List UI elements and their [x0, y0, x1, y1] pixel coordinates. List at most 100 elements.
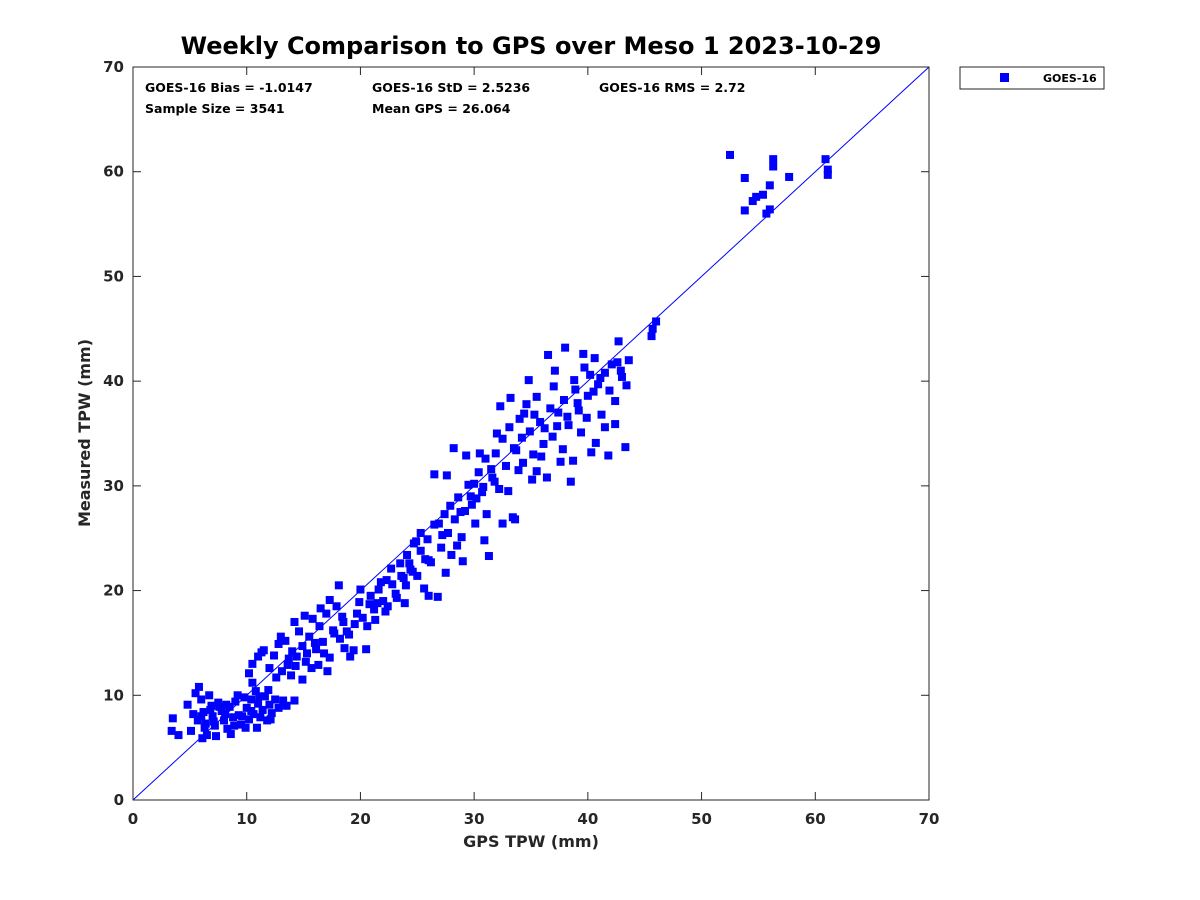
data-point: [383, 602, 392, 611]
data-point: [231, 697, 240, 706]
data-point: [519, 458, 528, 467]
data-point: [488, 473, 497, 482]
data-point: [765, 181, 774, 190]
data-point: [298, 675, 307, 684]
data-point: [312, 645, 321, 654]
data-point: [281, 636, 290, 645]
data-point: [564, 421, 573, 430]
data-point: [492, 429, 501, 438]
data-point: [769, 162, 778, 171]
data-point: [340, 644, 349, 653]
data-point: [447, 550, 456, 559]
legend-label-goes-16: GOES-16: [1043, 72, 1097, 85]
data-point: [823, 170, 832, 179]
y-tick-label: 20: [103, 582, 124, 600]
data-point: [821, 155, 830, 164]
data-point: [201, 719, 210, 728]
data-point: [248, 659, 257, 668]
data-point: [495, 484, 504, 493]
data-point: [197, 712, 206, 721]
data-point: [464, 480, 473, 489]
data-point: [247, 706, 256, 715]
data-point: [330, 629, 339, 638]
x-tick-label: 10: [236, 810, 257, 828]
y-tick-label: 50: [103, 267, 124, 285]
data-point: [484, 552, 493, 561]
data-point: [381, 607, 390, 616]
data-point: [205, 691, 214, 700]
data-point: [611, 397, 620, 406]
data-point: [528, 475, 537, 484]
data-point: [226, 730, 235, 739]
data-point: [614, 337, 623, 346]
stat-sample-size: Sample Size = 3541: [145, 101, 285, 116]
data-point: [254, 699, 263, 708]
data-point: [290, 617, 299, 626]
data-point: [413, 571, 422, 580]
data-point: [416, 528, 425, 537]
data-point: [207, 701, 216, 710]
data-point: [511, 515, 520, 524]
data-point: [292, 652, 301, 661]
data-point: [346, 652, 355, 661]
data-point: [240, 693, 249, 702]
data-point: [365, 600, 374, 609]
data-point: [594, 380, 603, 389]
data-point: [212, 732, 221, 741]
y-axis-label: Measured TPW (mm): [75, 339, 94, 527]
data-point: [405, 559, 414, 568]
data-point: [307, 664, 316, 673]
data-point: [363, 622, 372, 631]
legend[interactable]: GOES-16: [959, 66, 1105, 90]
data-point: [241, 723, 250, 732]
data-point: [571, 385, 580, 394]
data-point: [391, 589, 400, 598]
data-point: [549, 382, 558, 391]
data-point: [475, 449, 484, 458]
x-tick-label: 30: [464, 810, 485, 828]
data-point: [515, 414, 524, 423]
data-point: [740, 206, 749, 215]
data-point: [454, 493, 463, 502]
data-point: [765, 205, 774, 214]
data-point: [338, 612, 347, 621]
data-point: [457, 533, 466, 542]
data-point: [295, 627, 304, 636]
data-point: [362, 645, 371, 654]
data-point: [420, 584, 429, 593]
data-point: [244, 669, 253, 678]
data-point: [291, 661, 300, 670]
data-point: [256, 713, 265, 722]
data-point: [537, 452, 546, 461]
data-point: [302, 649, 311, 658]
data-point: [424, 556, 433, 565]
data-point: [370, 605, 379, 614]
data-point: [423, 535, 432, 544]
data-point: [491, 449, 500, 458]
data-point: [284, 654, 293, 663]
data-point: [322, 609, 331, 618]
data-point: [314, 660, 323, 669]
data-point: [474, 468, 483, 477]
data-point: [517, 433, 526, 442]
data-point: [479, 482, 488, 491]
data-point: [529, 450, 538, 459]
data-point: [461, 506, 470, 515]
data-point: [532, 392, 541, 401]
data-point: [305, 632, 314, 641]
data-point: [583, 391, 592, 400]
data-point: [556, 457, 565, 466]
data-point: [199, 708, 208, 717]
data-point: [498, 519, 507, 528]
data-point: [387, 564, 396, 573]
data-point: [514, 466, 523, 475]
data-point: [189, 710, 198, 719]
data-point: [501, 461, 510, 470]
data-points-layer: [167, 150, 832, 743]
data-point: [353, 609, 362, 618]
data-point: [591, 438, 600, 447]
data-point: [430, 520, 439, 529]
data-point: [252, 723, 261, 732]
data-point: [574, 406, 583, 415]
data-point: [589, 387, 598, 396]
